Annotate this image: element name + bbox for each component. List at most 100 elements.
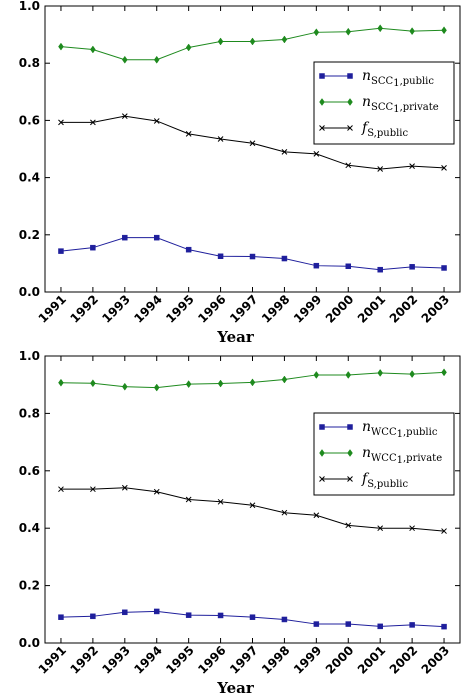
data-point xyxy=(153,118,160,124)
legend-entry: nWCC1,private xyxy=(362,445,442,466)
x-tick-label: 1992 xyxy=(67,292,101,326)
series-1 xyxy=(58,608,447,630)
legend-marker xyxy=(319,73,325,79)
data-point xyxy=(90,379,96,388)
y-tick-label: 0.6 xyxy=(19,113,40,127)
data-point xyxy=(441,165,447,171)
series-3 xyxy=(58,113,447,172)
y-tick-label: 0.8 xyxy=(19,56,40,70)
data-point xyxy=(58,42,64,51)
legend-entry: nWCC1,public xyxy=(362,419,438,440)
data-point xyxy=(217,498,224,505)
x-tick-label: 2003 xyxy=(419,643,453,677)
data-point xyxy=(90,244,96,251)
x-tick-label: 1996 xyxy=(195,643,229,677)
series-2 xyxy=(58,24,447,64)
data-point xyxy=(185,496,192,503)
data-point xyxy=(217,379,224,388)
legend-entry: fS,public xyxy=(361,120,409,139)
data-point xyxy=(409,264,415,270)
data-point xyxy=(313,28,320,37)
data-point xyxy=(90,119,96,126)
data-point xyxy=(409,370,415,379)
data-point xyxy=(441,368,447,377)
data-point xyxy=(281,35,288,44)
data-point xyxy=(345,522,352,529)
data-point xyxy=(313,621,320,627)
data-point xyxy=(281,149,288,155)
legend-marker xyxy=(319,98,325,106)
series-3 xyxy=(58,484,447,534)
data-point xyxy=(58,614,64,620)
x-tick-label: 2002 xyxy=(387,292,421,326)
data-point xyxy=(122,234,128,241)
data-point xyxy=(249,614,256,620)
series-2 xyxy=(58,368,447,392)
y-tick-label: 0.2 xyxy=(19,579,40,593)
x-tick-label: 1998 xyxy=(259,643,293,677)
data-point xyxy=(345,162,352,169)
data-point xyxy=(217,37,224,46)
data-point xyxy=(217,612,224,619)
data-point xyxy=(153,383,160,392)
x-axis-label: Year xyxy=(216,679,255,694)
y-tick-label: 0.0 xyxy=(19,636,40,650)
x-tick-label: 1994 xyxy=(131,292,165,326)
x-tick-label: 2000 xyxy=(323,643,357,677)
legend-marker xyxy=(319,424,325,430)
y-tick-label: 0.2 xyxy=(19,228,40,242)
legend: nWCC1,public nWCC1,private fS,public xyxy=(313,412,455,496)
legend-entry: nSCC1,public xyxy=(362,68,434,89)
series-line xyxy=(60,237,445,271)
legend-marker xyxy=(347,98,353,106)
data-point xyxy=(345,371,352,379)
x-tick-label: 1998 xyxy=(259,292,293,326)
x-tick-label: 2003 xyxy=(419,292,453,326)
data-point xyxy=(249,253,256,260)
legend-marker xyxy=(347,476,353,482)
x-tick-label: 1992 xyxy=(67,643,101,677)
series-1 xyxy=(58,234,447,273)
chart-panel-1: 0.00.20.40.60.81.01991199219931994199519… xyxy=(19,0,461,346)
legend-marker xyxy=(319,449,325,457)
y-tick-label: 0.0 xyxy=(19,285,40,299)
chart-panel-2: 0.00.20.40.60.81.01991199219931994199519… xyxy=(19,349,461,697)
data-point xyxy=(185,380,192,389)
data-point xyxy=(313,371,320,379)
data-point xyxy=(122,55,128,64)
data-point xyxy=(185,130,192,137)
y-tick-label: 0.4 xyxy=(19,521,40,535)
x-tick-label: 1993 xyxy=(99,643,133,677)
x-tick-label: 1999 xyxy=(291,643,325,677)
y-tick-label: 1.0 xyxy=(19,349,40,363)
data-point xyxy=(58,119,64,126)
legend-marker xyxy=(347,449,353,457)
data-point xyxy=(185,612,192,618)
legend-marker xyxy=(347,125,353,131)
legend: nSCC1,public nSCC1,private fS,public xyxy=(313,61,455,145)
data-point xyxy=(313,151,320,157)
y-tick-label: 0.6 xyxy=(19,464,40,478)
data-point xyxy=(313,512,320,519)
x-tick-label: 1995 xyxy=(163,643,197,677)
legend-marker xyxy=(347,73,353,79)
x-tick-label: 1995 xyxy=(163,292,197,326)
x-tick-label: 1997 xyxy=(227,643,261,677)
data-point xyxy=(217,253,224,259)
legend-marker xyxy=(319,476,325,482)
data-point xyxy=(441,528,447,534)
data-point xyxy=(377,623,383,630)
data-point xyxy=(153,55,160,64)
y-tick-label: 0.8 xyxy=(19,406,40,420)
data-point xyxy=(153,488,160,495)
x-tick-label: 1994 xyxy=(131,643,165,677)
data-point xyxy=(409,27,415,36)
data-point xyxy=(90,613,96,620)
data-point xyxy=(377,525,384,532)
data-point xyxy=(377,24,383,33)
x-tick-label: 1997 xyxy=(227,292,261,326)
x-tick-label: 1999 xyxy=(291,292,325,326)
data-point xyxy=(441,26,447,35)
